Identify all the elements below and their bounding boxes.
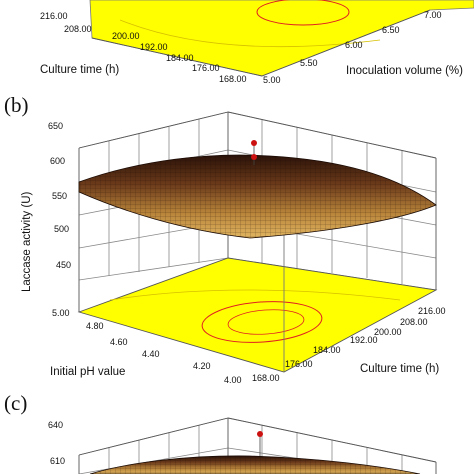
panel-b-y-tick: 200.00 [374, 327, 402, 337]
panel-b-y-tick: 192.00 [350, 335, 378, 345]
panel-c-z-tick: 640 [48, 420, 63, 430]
panel-c-label: (c) [4, 391, 27, 415]
panel-a: 216.00 208.00 200.00 192.00 184.00 176.0… [40, 0, 474, 85]
panel-b-z-tick: 450 [56, 260, 71, 270]
panel-b-contour-ellipse-outer [201, 301, 323, 343]
panel-b-x-tick: 4.20 [193, 361, 211, 371]
panel-b: (b) [4, 93, 446, 385]
panel-b-y-title: Culture time (h) [360, 363, 439, 375]
panel-a-y-tick: 6.50 [382, 25, 400, 35]
panel-a-floor-edge [91, 37, 263, 77]
panel-b-z-tick: 550 [52, 191, 67, 201]
panel-a-floor-edge [261, 9, 431, 77]
panel-b-y-tick: 208.00 [400, 317, 428, 327]
panel-a-y-title: Inoculation volume (%) [346, 65, 463, 77]
panel-b-z-tick: 600 [50, 156, 65, 166]
panel-b-design-point [251, 154, 257, 160]
panel-b-z-title: Laccase activity (U) [21, 191, 33, 292]
panel-b-y-tick: 216.00 [418, 306, 446, 316]
panel-a-x-tick: 168.00 [219, 74, 247, 84]
panel-a-y-tick: 5.50 [300, 58, 318, 68]
panel-b-x-tick: 4.60 [110, 337, 128, 347]
panel-a-y-tick: 7.00 [424, 10, 442, 20]
panel-b-y-tick: 184.00 [313, 345, 341, 355]
panel-a-contour-ellipse [256, 0, 350, 26]
panel-a-y-tick: 6.00 [345, 40, 363, 50]
panel-a-x-tick: 216.00 [40, 11, 68, 21]
panel-a-x-tick: 184.00 [166, 53, 194, 63]
panel-c: (c) 640 610 [4, 391, 437, 474]
panel-c-surface-mesh [90, 455, 420, 474]
panel-b-x-title: Initial pH value [50, 366, 125, 378]
panel-b-design-point [251, 140, 257, 146]
panel-a-x-tick: 176.00 [192, 63, 220, 73]
panel-c-z-tick: 610 [50, 456, 65, 466]
panel-b-y-tick: 176.00 [285, 359, 313, 369]
panel-b-z-tick: 650 [48, 121, 63, 131]
panel-b-surface-mesh [79, 155, 436, 238]
panel-b-label: (b) [4, 93, 29, 117]
panel-a-x-tick: 200.00 [112, 31, 140, 41]
panel-a-x-title: Culture time (h) [40, 64, 119, 76]
panel-b-x-tick: 4.00 [224, 375, 242, 385]
panel-b-contour-floor [77, 257, 438, 373]
panel-b-x-tick: 4.80 [86, 321, 104, 331]
panel-b-z-tick: 500 [54, 224, 69, 234]
panel-b-y-tick: 168.00 [252, 373, 280, 383]
panel-b-contour-ellipse-inner [227, 309, 305, 335]
panel-b-contour-arc [109, 289, 401, 301]
panel-a-x-tick: 208.00 [64, 24, 92, 34]
panel-b-x-tick: 4.40 [142, 349, 160, 359]
panel-b-x-tick: 5.00 [52, 308, 70, 318]
panel-c-design-point [257, 431, 263, 437]
panel-a-contour-arc [119, 19, 381, 48]
panel-a-y-tick: 5.00 [263, 75, 281, 85]
panel-a-x-tick: 192.00 [140, 42, 168, 52]
